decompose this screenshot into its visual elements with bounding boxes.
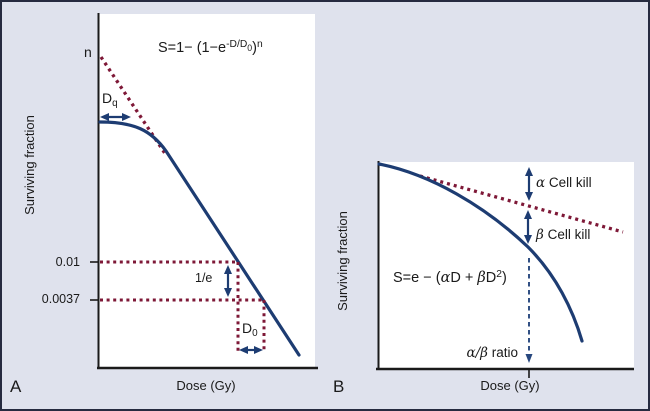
arrowhead — [525, 167, 533, 176]
y-tick-label-00037: 0.0037 — [41, 292, 80, 306]
formula-b-exponent: 2 — [496, 269, 502, 281]
beta-kill-arrow — [524, 210, 532, 244]
panel-a-x-axis-label: Dose (Gy) — [176, 378, 236, 393]
beta-symbol: β — [536, 227, 544, 243]
alpha-beta-ratio-label: α/β ratio — [438, 345, 519, 362]
formula-b-part: S=e − ( — [393, 270, 441, 286]
formula-b-part: D + — [450, 270, 478, 286]
d0-label: D0 — [242, 320, 258, 339]
panel-a-formula: S=1− (1−e-D/D0)n — [158, 39, 263, 57]
formula-a-exponent-n: n — [256, 39, 263, 51]
panel-a-letter: A — [10, 377, 22, 396]
one-over-e-arrow — [224, 265, 232, 297]
n-label: n — [84, 44, 92, 60]
arrowhead — [239, 346, 248, 354]
panel-a-plot-area — [99, 14, 315, 368]
arrowhead — [525, 354, 533, 363]
formula-b-part: D — [485, 270, 497, 286]
panel-a-survival-curve — [98, 120, 301, 357]
dq-label-sub: q — [112, 97, 118, 109]
alpha-beta-ratio-text: ratio — [487, 345, 518, 360]
d0-label-base: D — [242, 320, 253, 336]
alpha-cell-kill-label: α Cell kill — [536, 175, 592, 192]
alpha-kill-arrow — [525, 167, 533, 201]
dq-label: Dq — [102, 90, 118, 109]
panel-b-survival-curve — [377, 162, 584, 343]
arrowhead — [224, 265, 232, 274]
panel-b-x-axis-label: Dose (Gy) — [480, 378, 540, 393]
beta-cell-kill-text: Cell kill — [543, 227, 591, 242]
one-over-e-label: 1/e — [195, 271, 213, 285]
alpha-symbol: α — [536, 175, 546, 191]
alpha-symbol: α — [440, 270, 451, 286]
beta-symbol: β — [477, 270, 486, 286]
dq-arrow — [100, 113, 131, 121]
alpha-beta-symbol: α/β — [466, 345, 488, 361]
alpha-beta-dashed-arrow — [525, 258, 533, 363]
formula-a-exponent: -D/D — [226, 39, 248, 51]
arrowhead — [254, 346, 263, 354]
d0-label-sub: 0 — [252, 327, 258, 339]
arrowhead — [524, 210, 532, 219]
dq-label-base: D — [102, 90, 113, 106]
formula-a-part: ) — [252, 40, 257, 56]
alpha-cell-kill-text: Cell kill — [545, 175, 592, 190]
panel-b-y-axis-label: Surviving fraction — [335, 211, 350, 311]
arrowhead — [100, 113, 109, 121]
panel-a-extrapolation-dotted-line — [99, 56, 168, 156]
arrowhead — [122, 113, 131, 121]
y-tick-label-001: 0.01 — [55, 255, 80, 269]
formula-a-exponent-sub: 0 — [247, 43, 253, 54]
formula-a-part: S=1− (1−e — [158, 40, 227, 56]
beta-cell-kill-label: β Cell kill — [536, 227, 590, 244]
panel-b-letter: B — [333, 377, 345, 396]
panel-a-y-axis-label: Surviving fraction — [22, 115, 37, 215]
panel-b-formula: S=e − (αD + βD2) — [393, 269, 507, 287]
panel-b-plot-area — [378, 162, 634, 369]
arrowhead — [524, 235, 532, 244]
arrowhead — [525, 192, 533, 201]
arrowhead — [224, 288, 232, 297]
d0-arrow — [239, 346, 263, 354]
panel-b-alpha-dotted-line — [419, 174, 624, 234]
formula-b-part: ) — [501, 270, 507, 286]
